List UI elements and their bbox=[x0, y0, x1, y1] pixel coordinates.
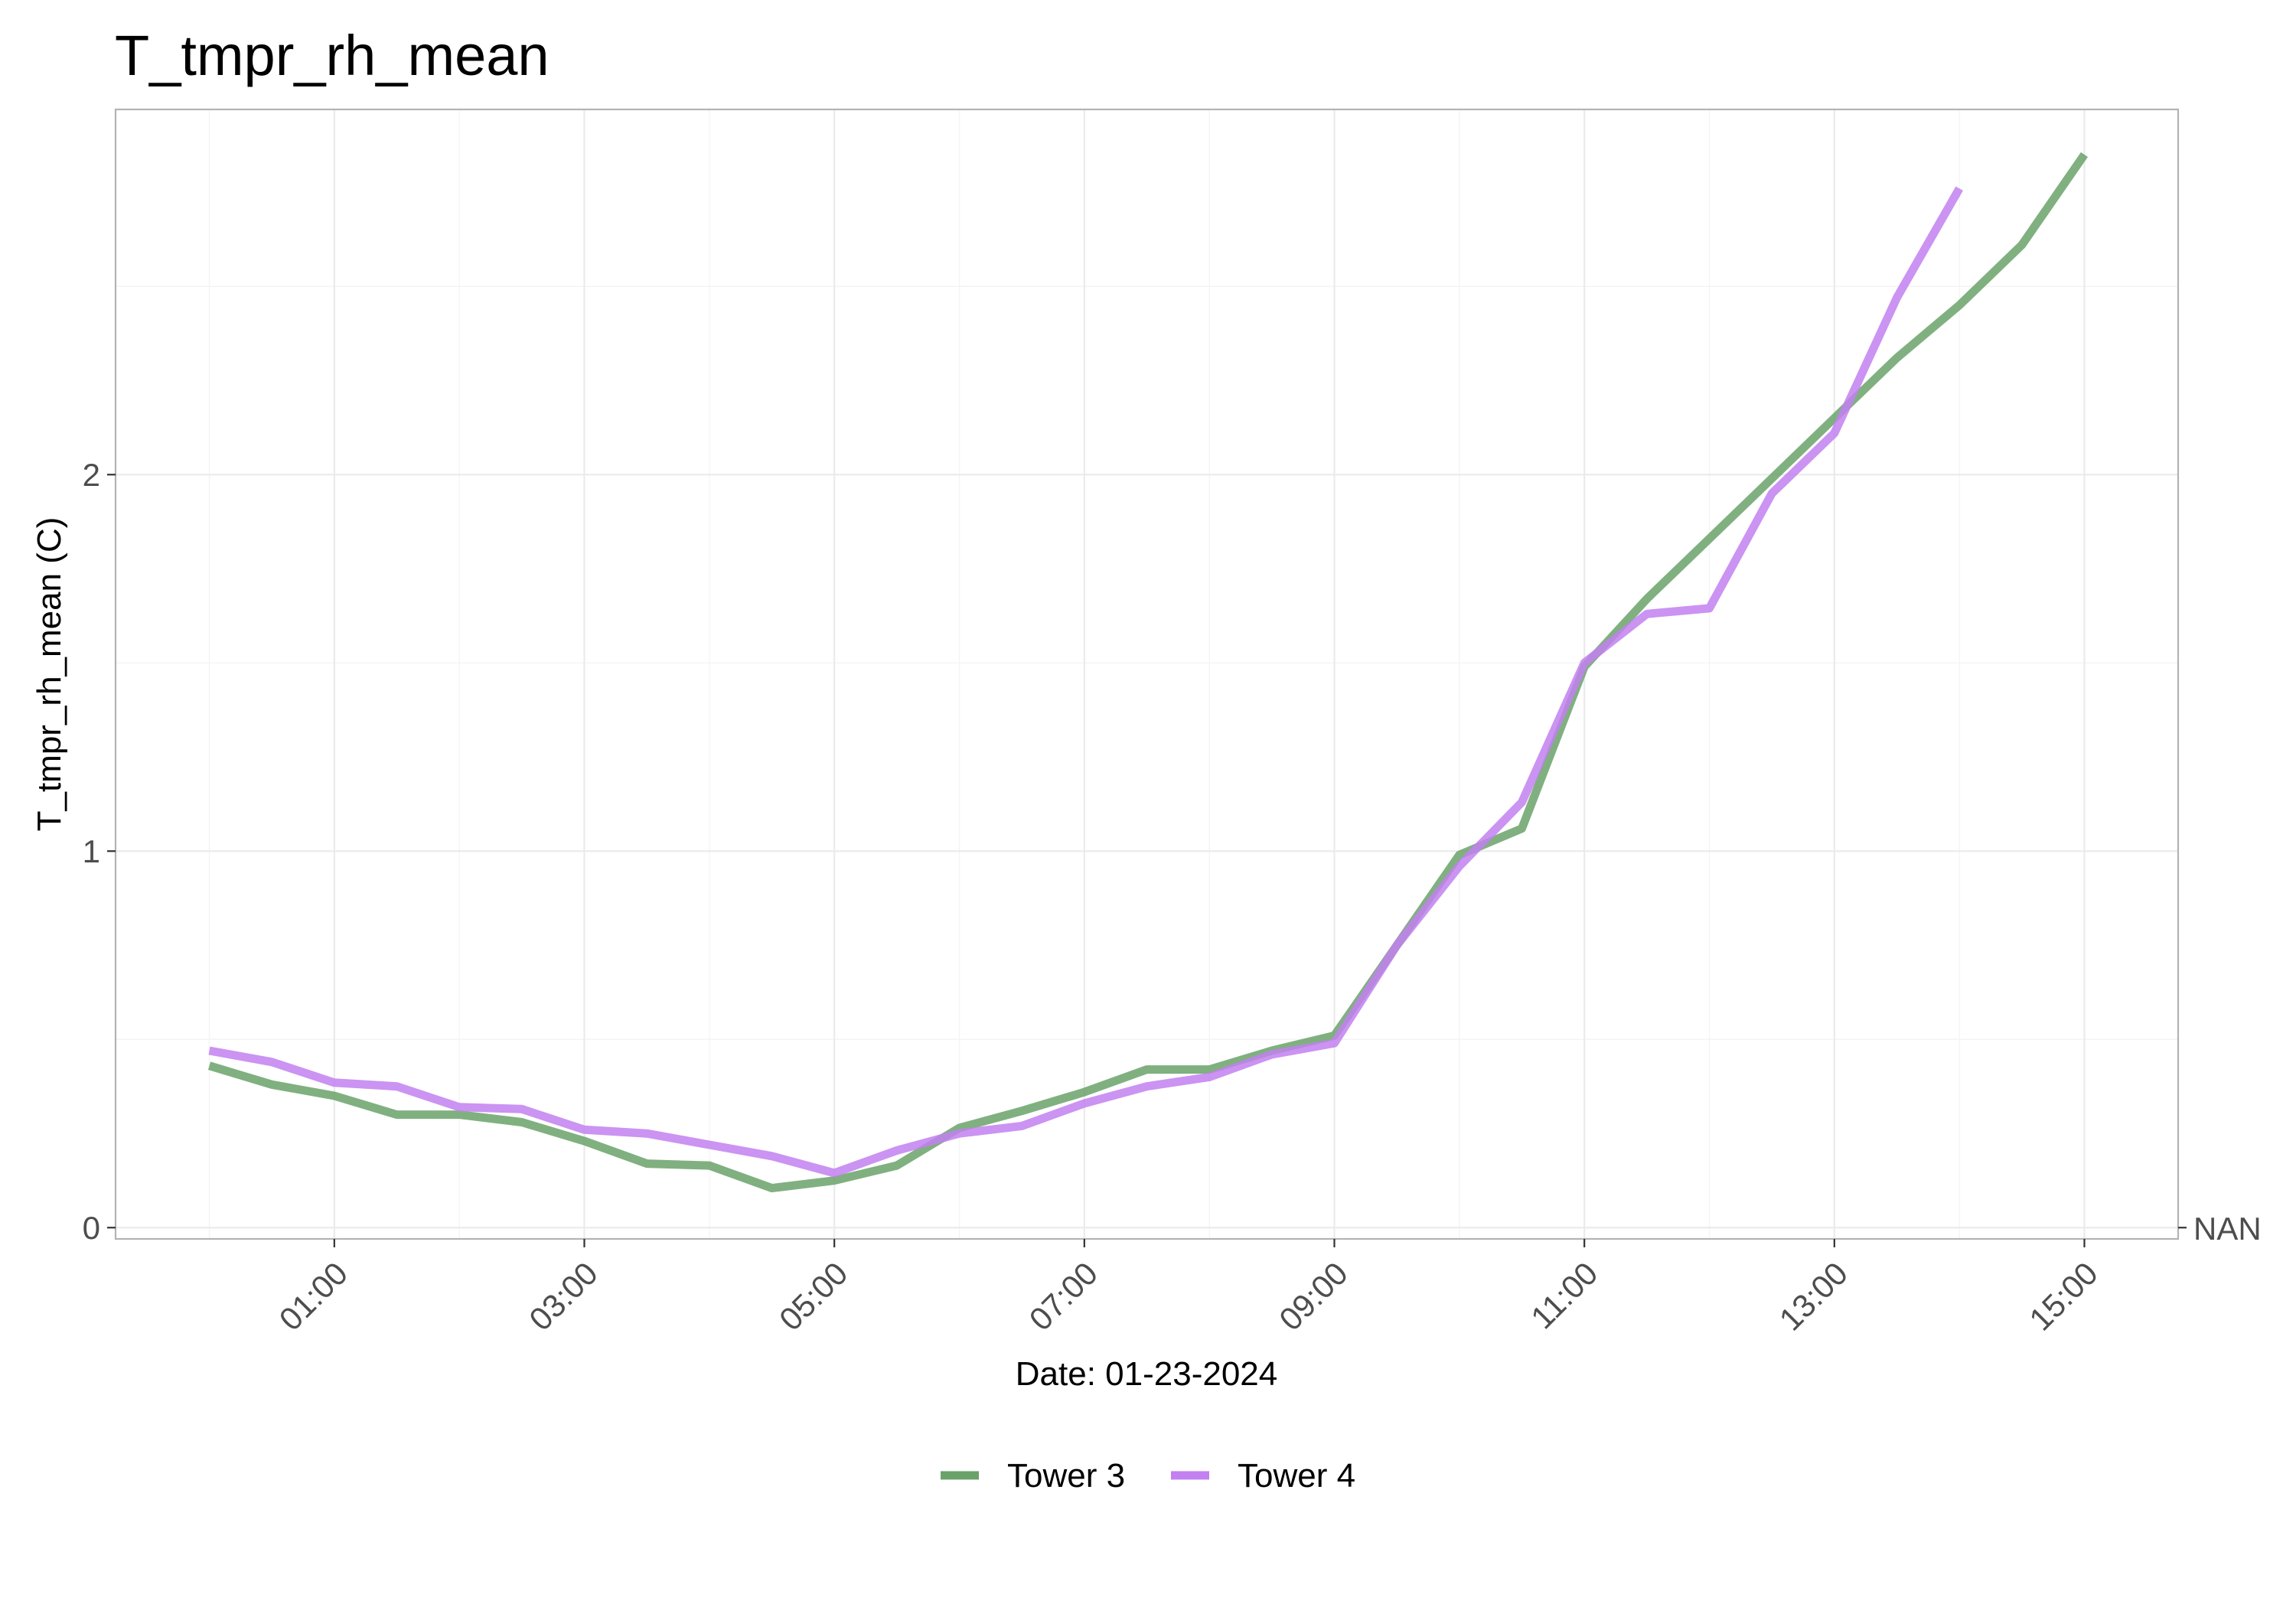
data-series bbox=[207, 152, 2089, 1193]
x-tick-label: 09:00 bbox=[1272, 1255, 1355, 1338]
y-tick-label: 1 bbox=[83, 833, 100, 869]
x-tick-label: 07:00 bbox=[1022, 1255, 1105, 1338]
chart-title: T_tmpr_rh_mean bbox=[115, 24, 550, 87]
series-line-tower-4 bbox=[208, 186, 1963, 1178]
x-tick-label: 15:00 bbox=[2022, 1255, 2105, 1338]
x-tick-label: 13:00 bbox=[1773, 1255, 1855, 1338]
x-axis-title: Date: 01-23-2024 bbox=[1016, 1355, 1277, 1393]
legend-label-tower-3: Tower 3 bbox=[1007, 1457, 1125, 1495]
axes: 01:00 03:00 05:00 07:00 09:00 11:00 13:00 15:00… bbox=[83, 457, 2187, 1338]
x-tick-label: 11:00 bbox=[1524, 1255, 1604, 1335]
y-axis-title: T_tmpr_rh_mean (C) bbox=[31, 517, 68, 832]
x-tick-label: 01:00 bbox=[272, 1255, 355, 1338]
right-axis-label: NAN bbox=[2193, 1211, 2262, 1247]
x-tick-label: 05:00 bbox=[772, 1255, 855, 1338]
grid-lines bbox=[116, 109, 2178, 1239]
series-line-tower-3 bbox=[207, 152, 2089, 1193]
legend: Tower 3 Tower 4 bbox=[941, 1457, 1355, 1495]
legend-label-tower-4: Tower 4 bbox=[1238, 1457, 1355, 1495]
x-tick-label: 03:00 bbox=[522, 1255, 605, 1338]
plot-panel-border bbox=[114, 108, 2180, 1240]
y-tick-label: 2 bbox=[83, 457, 100, 493]
y-tick-label: 0 bbox=[83, 1210, 100, 1246]
